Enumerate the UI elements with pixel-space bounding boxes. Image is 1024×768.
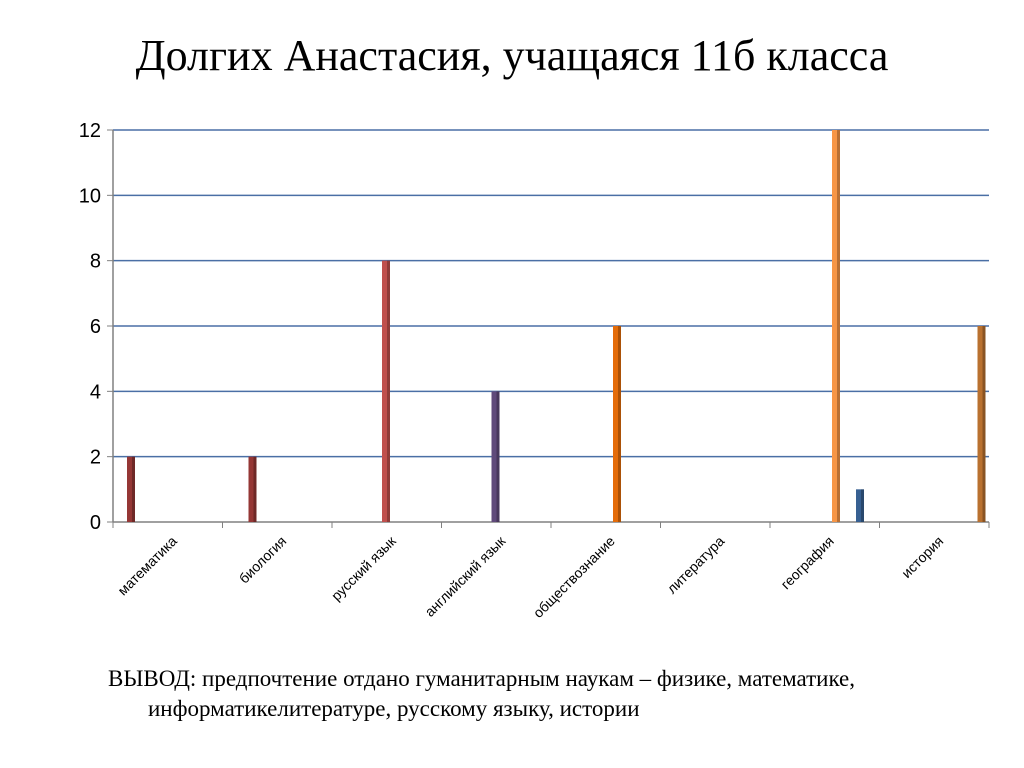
bar	[127, 456, 135, 522]
conclusion-text: ВЫВОД: предпочтение отдано гуманитарным …	[108, 664, 1018, 724]
bar	[977, 326, 986, 522]
bar	[491, 391, 500, 522]
x-tick-label: история	[898, 533, 946, 581]
x-tick-label: русский язык	[328, 532, 400, 604]
x-tick-label: биология	[236, 533, 290, 587]
y-tick-label: 6	[90, 316, 101, 338]
y-tick-label: 12	[79, 120, 101, 142]
bar	[832, 130, 840, 522]
y-tick-label: 8	[90, 251, 101, 273]
conclusion-label: ВЫВОД:	[108, 666, 197, 691]
bar-chart: 0 2 4 6 8 10 12 математика биология русский язык а…	[79, 120, 990, 621]
bar	[856, 489, 864, 522]
y-tick-label: 0	[90, 512, 101, 534]
x-tick-label: обществознание	[530, 533, 618, 621]
x-tick-label: математика	[114, 533, 180, 599]
conclusion-body: предпочтение отдано гуманитарным наукам …	[148, 666, 856, 721]
page-title: Долгих Анастасия, учащаяся 11б класса	[135, 31, 889, 80]
x-tick-label: география	[777, 533, 836, 592]
bar	[248, 456, 257, 522]
y-tick-label: 2	[90, 447, 101, 469]
x-tick-label: английский язык	[421, 532, 509, 620]
y-tick-label: 4	[90, 381, 101, 403]
bar	[613, 326, 621, 522]
bar	[382, 260, 390, 522]
y-tick-label: 10	[79, 185, 101, 207]
x-tick-label: литература	[664, 533, 728, 597]
